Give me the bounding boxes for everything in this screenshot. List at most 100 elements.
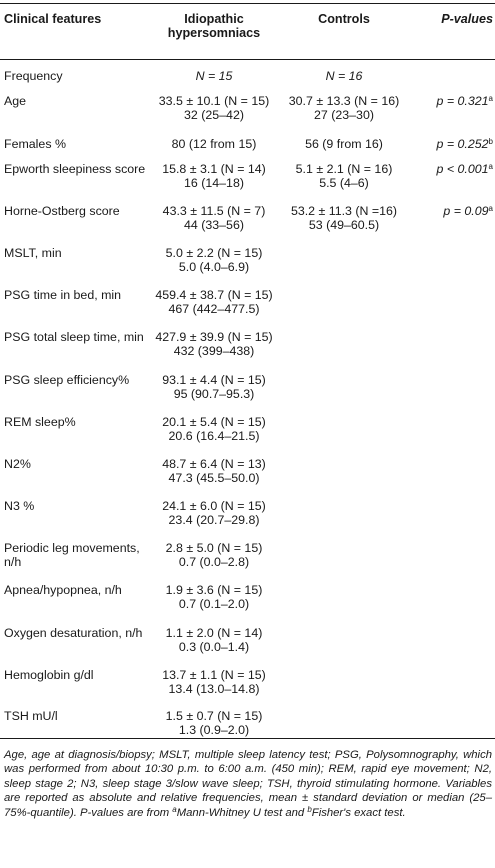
row-label: Oxygen desaturation, n/h [4,626,143,640]
idiopathic-value-line: 20.6 (16.4–21.5) [168,429,260,444]
row-label: Epworth sleepiness score [4,162,146,176]
row-label: Hemoglobin g/dl [4,668,94,682]
p-value: p = 0.252b [404,137,493,151]
row-label: PSG total sleep time, min [4,330,144,344]
row-label: PSG time in bed, min [4,288,122,302]
idiopathic-value-line: 0.7 (0.0–2.8) [178,555,250,570]
idiopathic-value-line: 80 (12 from 15) [171,137,257,151]
idiopathic-value: 459.4 ± 38.7 (N = 15) 467 (442–477.5) [144,288,284,317]
p-value: p < 0.001a [404,162,493,176]
idiopathic-value: 1.1 ± 2.0 (N = 14) 0.3 (0.0–1.4) [144,626,284,655]
footnote-text-a: Mann-Whitney U test and [176,806,308,819]
header-idiopathic-hypersomniacs: Idiopathic hypersomniacs [167,12,261,41]
controls-value-line: 53 (49–60.5) [308,218,380,233]
idiopathic-value-line: 1.3 (0.9–2.0) [178,723,250,738]
top-rule [0,3,495,4]
idiopathic-value-line: 1.1 ± 2.0 (N = 14) [165,626,263,640]
idiopathic-value-line: 13.7 ± 1.1 (N = 15) [162,668,266,682]
p-value-text: p = 0.252 [436,137,489,151]
idiopathic-value-line: 23.4 (20.7–29.8) [168,513,260,528]
idiopathic-value: 33.5 ± 10.1 (N = 15) 32 (25–42) [144,94,284,123]
idiopathic-value-line: 43.3 ± 11.5 (N = 7) [162,204,266,218]
p-value-text: p = 0.09 [443,204,489,218]
idiopathic-value-line: 5.0 ± 2.2 (N = 15) [165,246,263,260]
idiopathic-value-line: 432 (399–438) [173,344,255,359]
idiopathic-value-line: 2.8 ± 5.0 (N = 15) [165,541,263,555]
row-label: Horne-Ostberg score [4,204,120,218]
row-label: Age [4,94,27,108]
idiopathic-value-line: N = 15 [195,69,233,83]
idiopathic-value: 43.3 ± 11.5 (N = 7) 44 (33–56) [144,204,284,233]
p-value-test-marker: b [488,137,493,146]
row-label: REM sleep% [4,415,76,429]
idiopathic-value-line: 48.7 ± 6.4 (N = 13) [162,457,266,471]
row-label: N2% [4,457,31,471]
idiopathic-value: 24.1 ± 6.0 (N = 15) 23.4 (20.7–29.8) [144,499,284,528]
idiopathic-value-line: 427.9 ± 39.9 (N = 15) [155,330,273,344]
header-clinical-features: Clinical features [4,12,102,26]
idiopathic-value-line: 1.9 ± 3.6 (N = 15) [165,583,263,597]
idiopathic-value: 15.8 ± 3.1 (N = 14) 16 (14–18) [144,162,284,191]
idiopathic-value-line: 20.1 ± 5.4 (N = 15) [162,415,266,429]
table-footnote: Age, age at diagnosis/biopsy; MSLT, mult… [4,748,492,820]
header-controls: Controls [318,12,370,26]
controls-value: 5.1 ± 2.1 (N = 16) 5.5 (4–6) [286,162,402,191]
header-rule [0,59,495,60]
idiopathic-value-line: 467 (442–477.5) [168,302,260,317]
controls-value-line: 30.7 ± 13.3 (N = 16) [288,94,400,108]
idiopathic-value: 2.8 ± 5.0 (N = 15) 0.7 (0.0–2.8) [144,541,284,570]
idiopathic-value: 80 (12 from 15) [144,137,284,151]
controls-value-line: N = 16 [325,69,363,83]
bottom-rule [0,738,495,739]
controls-value-line: 5.5 (4–6) [319,176,369,191]
controls-value-line: 56 (9 from 16) [305,137,383,151]
idiopathic-value-line: 5.0 (4.0–6.9) [178,260,250,275]
idiopathic-value-line: 13.4 (13.0–14.8) [168,682,260,697]
p-value-test-marker: a [488,94,493,103]
p-value: p = 0.09a [404,204,493,218]
idiopathic-value: 427.9 ± 39.9 (N = 15) 432 (399–438) [144,330,284,359]
p-value-text: p < 0.001 [436,162,489,176]
controls-value: N = 16 [286,69,402,83]
idiopathic-value: 20.1 ± 5.4 (N = 15) 20.6 (16.4–21.5) [144,415,284,444]
idiopathic-value-line: 32 (25–42) [184,108,244,123]
idiopathic-value: 1.9 ± 3.6 (N = 15) 0.7 (0.1–2.0) [144,583,284,612]
controls-value-line: 27 (23–30) [314,108,374,123]
idiopathic-value-line: 47.3 (45.5–50.0) [168,471,260,486]
idiopathic-value-line: 15.8 ± 3.1 (N = 14) [162,162,266,176]
idiopathic-value-line: 0.7 (0.1–2.0) [178,597,250,612]
footnote-text-b: Fisher's exact test. [311,806,406,819]
idiopathic-value-line: 0.3 (0.0–1.4) [178,640,250,655]
idiopathic-value: 1.5 ± 0.7 (N = 15) 1.3 (0.9–2.0) [144,709,284,738]
row-label: Frequency [4,69,63,83]
footnote-sup-a: a [172,804,177,814]
idiopathic-value-line: 95 (90.7–95.3) [173,387,255,402]
idiopathic-value-line: 93.1 ± 4.4 (N = 15) [162,373,266,387]
row-label: Periodic leg movements, n/h [4,541,140,570]
row-label: MSLT, min [4,246,62,260]
idiopathic-value-line: 459.4 ± 38.7 (N = 15) [155,288,273,302]
idiopathic-value-line: 44 (33–56) [184,218,244,233]
idiopathic-value: N = 15 [144,69,284,83]
idiopathic-value-line: 33.5 ± 10.1 (N = 15) [158,94,270,108]
row-label: TSH mU/l [4,709,58,723]
footnote-sup-b: b [307,804,312,814]
controls-value: 56 (9 from 16) [286,137,402,151]
row-label: Females % [4,137,66,151]
idiopathic-value-line: 16 (14–18) [184,176,244,191]
idiopathic-value: 93.1 ± 4.4 (N = 15) 95 (90.7–95.3) [144,373,284,402]
header-p-values: P-values [441,12,493,26]
row-label: Apnea/hypopnea, n/h [4,583,122,597]
idiopathic-value: 5.0 ± 2.2 (N = 15) 5.0 (4.0–6.9) [144,246,284,275]
p-value-test-marker: a [488,162,493,171]
footnote-text: Age, age at diagnosis/biopsy; MSLT, mult… [4,749,492,819]
idiopathic-value-line: 1.5 ± 0.7 (N = 15) [165,709,263,723]
row-label: N3 % [4,499,35,513]
controls-value-line: 53.2 ± 11.3 (N =16) [290,204,398,218]
row-label: PSG sleep efficiency% [4,373,130,387]
idiopathic-value-line: 24.1 ± 6.0 (N = 15) [162,499,266,513]
idiopathic-value: 48.7 ± 6.4 (N = 13) 47.3 (45.5–50.0) [144,457,284,486]
idiopathic-value: 13.7 ± 1.1 (N = 15) 13.4 (13.0–14.8) [144,668,284,697]
controls-value-line: 5.1 ± 2.1 (N = 16) [295,162,393,176]
